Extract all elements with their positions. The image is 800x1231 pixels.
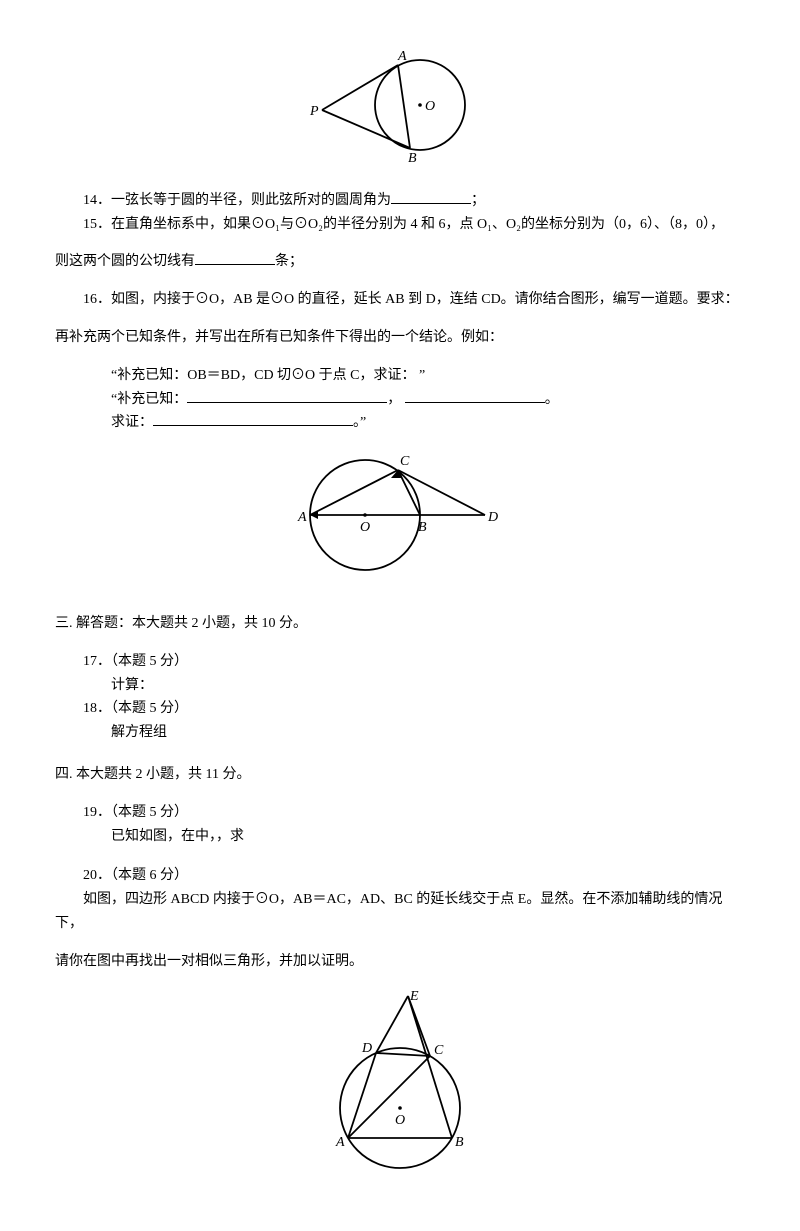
document-page: A B P O 14．一弦长等于圆的半径，则此弦所对的圆周角为 ； 15．在直角坐… bbox=[0, 0, 800, 1231]
q16-fill-a: “补充已知： bbox=[111, 392, 187, 407]
q14-line: 14．一弦长等于圆的半径，则此弦所对的圆周角为 ； bbox=[55, 189, 745, 213]
q16-prove-b: 。” bbox=[353, 415, 366, 430]
q16-line4: “补充已知： ， 。 bbox=[55, 388, 745, 412]
q16-line2: 再补充两个已知条件，并写出在所有已知条件下得出的一个结论。例如： bbox=[55, 326, 745, 350]
section-4: 四. 本大题共 2 小题，共 11 分。 19．（本题 5 分） 已知如图，在中… bbox=[55, 763, 745, 974]
q18-a: 18．（本题 5 分） bbox=[55, 697, 745, 721]
q19-b: 已知如图，在中，，求 bbox=[55, 825, 745, 849]
fig3-label-E: E bbox=[409, 989, 419, 1004]
fig3-label-C: C bbox=[434, 1043, 444, 1058]
q15-line2: 则这两个圆的公切线有 条； bbox=[55, 250, 745, 274]
q14-text-b: ； bbox=[471, 193, 485, 208]
q15-text-b: 则这两个圆的公切线有 bbox=[55, 254, 195, 269]
q18-b: 解方程组 bbox=[55, 721, 745, 745]
fig2-label-O: O bbox=[360, 520, 370, 535]
figure-3-svg: A B C D E O bbox=[300, 988, 500, 1183]
fig2-label-C: C bbox=[400, 454, 410, 469]
q16-blank3 bbox=[153, 411, 353, 426]
fig1-label-P: P bbox=[309, 104, 319, 119]
fig3-label-D: D bbox=[361, 1041, 372, 1056]
q16-line3: “补充已知：OB＝BD，CD 切⊙O 于点 C，求证： ” bbox=[55, 364, 745, 388]
fig1-label-B: B bbox=[408, 151, 417, 166]
q16-blank1 bbox=[187, 388, 387, 403]
q16-example1: “补充已知：OB＝BD，CD 切⊙O 于点 C，求证： ” bbox=[111, 368, 425, 383]
q16-prove-a: 求证： bbox=[111, 415, 153, 430]
figure-2-svg: A B C D O bbox=[270, 445, 530, 585]
section-3: 三. 解答题：本大题共 2 小题，共 10 分。 17．（本题 5 分） 计算：… bbox=[55, 612, 745, 745]
q16-fill-c: 。 bbox=[545, 392, 559, 407]
q14-text-a: 14．一弦长等于圆的半径，则此弦所对的圆周角为 bbox=[83, 193, 391, 208]
q15-text-c: 条； bbox=[275, 254, 303, 269]
fig2-label-B: B bbox=[418, 520, 427, 535]
q16-line5: 求证： 。” bbox=[55, 411, 745, 435]
figure-2-container: A B C D O bbox=[55, 445, 745, 594]
q16-text-a: 16．如图，内接于⊙O，AB 是⊙O 的直径，延长 AB 到 D，连结 CD。请… bbox=[83, 292, 739, 307]
q15-text-a: 15．在直角坐标系中，如果⊙O₁与⊙O₂的半径分别为 4 和 6，点 O₁、O₂… bbox=[83, 217, 724, 232]
q20-a: 20．（本题 6 分） bbox=[55, 864, 745, 888]
figure-1-svg: A B P O bbox=[290, 40, 510, 170]
figure-1-container: A B P O bbox=[55, 40, 745, 179]
fig1-label-A: A bbox=[397, 49, 407, 64]
q14-blank bbox=[391, 189, 471, 204]
fig3-label-O: O bbox=[395, 1113, 405, 1128]
q17-a: 17．（本题 5 分） bbox=[55, 650, 745, 674]
q16-fill-b: ， bbox=[387, 392, 401, 407]
fig1-label-O: O bbox=[425, 99, 435, 114]
fig3-label-B: B bbox=[455, 1135, 464, 1150]
q15-blank bbox=[195, 250, 275, 265]
q20-c: 请你在图中再找出一对相似三角形，并加以证明。 bbox=[55, 950, 745, 974]
q19-a: 19．（本题 5 分） bbox=[55, 801, 745, 825]
section3-heading: 三. 解答题：本大题共 2 小题，共 10 分。 bbox=[55, 612, 745, 636]
q16-blank2 bbox=[405, 388, 545, 403]
q16-text-b: 再补充两个已知条件，并写出在所有已知条件下得出的一个结论。例如： bbox=[55, 330, 503, 345]
section4-heading: 四. 本大题共 2 小题，共 11 分。 bbox=[55, 763, 745, 787]
q20-b: 如图，四边形 ABCD 内接于⊙O，AB＝AC，AD、BC 的延长线交于点 E。… bbox=[55, 888, 745, 936]
figure-3-container: A B C D E O bbox=[55, 988, 745, 1192]
fig2-label-A: A bbox=[297, 510, 307, 525]
fig2-label-D: D bbox=[487, 510, 498, 525]
q17-b: 计算： bbox=[55, 674, 745, 698]
fig3-label-A: A bbox=[335, 1135, 345, 1150]
q16-line1: 16．如图，内接于⊙O，AB 是⊙O 的直径，延长 AB 到 D，连结 CD。请… bbox=[55, 288, 745, 312]
q15-line1: 15．在直角坐标系中，如果⊙O₁与⊙O₂的半径分别为 4 和 6，点 O₁、O₂… bbox=[55, 213, 745, 237]
